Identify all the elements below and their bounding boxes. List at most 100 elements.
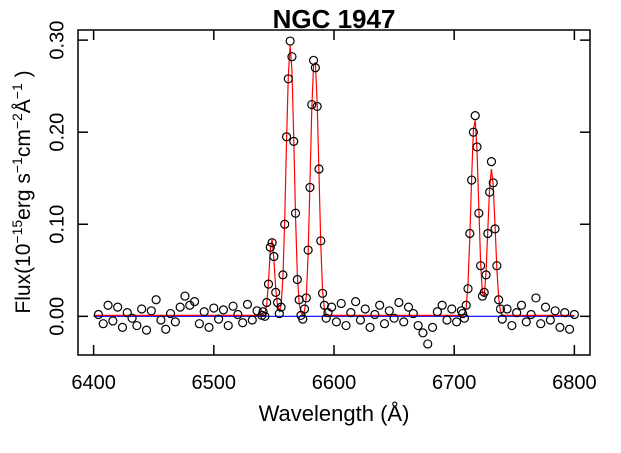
data-point [331,317,342,327]
data-point [474,208,484,218]
data-point [526,309,536,320]
data-point [447,304,457,314]
data-point [483,228,493,239]
data-point [308,55,319,65]
data-point [122,308,132,318]
y-tick-label: 0.10 [46,205,68,244]
data-point [375,300,385,310]
data-point [545,315,555,325]
data-point [260,311,270,321]
data-point [290,208,301,218]
data-point [458,308,468,319]
y-label-part: Å [12,99,35,113]
data-point [204,322,214,332]
data-point [384,306,394,316]
data-point [492,261,502,271]
data-point [394,297,404,308]
data-point [287,52,297,62]
data-point [283,74,293,84]
data-point [341,320,351,331]
data-point [117,322,128,332]
y-label-part: erg s [12,173,35,220]
y-axis-label: Flux(10−15erg s−1cm−2Å−1 ) [9,70,35,313]
data-point [468,127,479,137]
data-point [569,309,579,320]
data-point [365,322,375,332]
y-label-part: ) [12,70,35,83]
data-point [298,314,308,324]
data-point [265,242,275,252]
x-axis-label: Wavelength (Å) [259,401,410,426]
y-label-superscript: −2 [9,113,25,129]
data-point [461,300,471,310]
chart-title: NGC 1947 [273,4,396,34]
data-point [485,187,495,197]
data-point [199,307,209,317]
x-tick-label: 6800 [552,372,597,394]
data-point [263,279,274,289]
data-point [93,309,104,320]
data-point [299,304,310,314]
x-tick-label: 6700 [432,372,477,394]
fit-line [93,45,575,318]
data-point [459,313,470,323]
data-point [189,297,200,307]
data-point [127,313,137,323]
data-point [209,303,219,313]
data-point [310,63,320,73]
data-point [479,287,489,297]
y-tick-label: 0.00 [46,297,68,336]
data-point [502,304,512,314]
data-point [564,324,575,334]
y-label-superscript: −15 [9,220,25,244]
data-point [278,270,288,280]
data-point [370,309,380,320]
data-point [488,178,498,188]
data-point [442,315,452,325]
data-point [486,157,497,167]
data-point [305,182,315,193]
data-point [180,291,190,301]
data-point [280,219,290,229]
data-point [540,302,551,312]
y-tick-label: 0.30 [46,21,68,60]
data-point [379,319,390,329]
data-point [465,228,475,239]
data-point [516,300,527,310]
data-point [238,318,248,328]
data-point [214,314,224,324]
data-point [476,261,486,271]
data-point [472,142,482,152]
data-point [495,304,506,314]
data-point [351,297,361,307]
data-point [146,306,156,316]
y-tick-label: 0.20 [46,113,68,152]
data-point [437,300,447,310]
data-point [494,295,504,305]
data-point [507,320,517,331]
data-point [307,99,317,110]
data-point [194,319,204,329]
data-point [247,315,257,325]
data-point [267,238,277,248]
data-point [271,287,281,297]
data-point [170,317,180,327]
y-label-superscript: −1 [9,157,25,173]
data-point [521,317,531,327]
data-point [555,322,565,332]
data-point [321,313,331,323]
data-point [242,299,253,309]
y-label-superscript: −1 [9,83,25,99]
data-point [408,308,418,319]
data-point [281,132,292,142]
data-point [403,302,414,312]
data-point [432,307,442,317]
data-point [132,320,142,331]
data-point [252,306,262,316]
data-point [175,302,185,312]
data-point [289,136,299,147]
data-point [427,322,438,332]
data-point [228,301,238,311]
